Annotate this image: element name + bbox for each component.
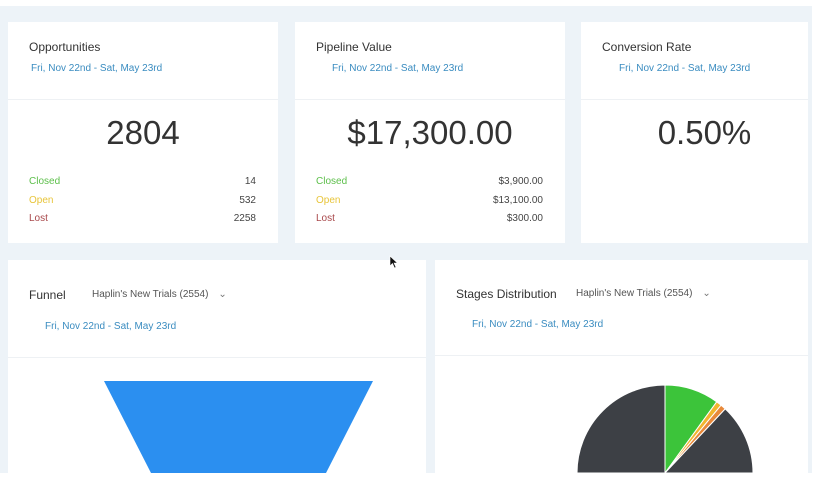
date-range[interactable]: Fri, Nov 22nd - Sat, May 23rd — [31, 63, 163, 74]
funnel-card: Funnel Haplin's New Trials (2554) ⌄ Fri, … — [8, 260, 426, 473]
open-value: $13,100.00 — [492, 195, 543, 206]
pipeline-dropdown[interactable]: Haplin's New Trials (2554) ⌄ — [576, 288, 711, 299]
closed-value: 14 — [244, 176, 256, 187]
card-title: Funnel — [29, 288, 66, 302]
date-range[interactable]: Fri, Nov 22nd - Sat, May 23rd — [332, 63, 464, 74]
card-title: Pipeline Value — [316, 40, 392, 54]
pipeline-label: Haplin's New Trials (2554) — [92, 289, 209, 300]
divider — [435, 355, 808, 356]
card-title: Stages Distribution — [456, 287, 557, 301]
closed-label: Closed — [29, 176, 61, 187]
open-value: 532 — [239, 195, 256, 206]
card-title: Opportunities — [29, 40, 101, 54]
divider — [295, 99, 565, 100]
funnel-chart — [104, 381, 373, 473]
stages-distribution-card: Stages Distribution Haplin's New Trials … — [435, 260, 808, 473]
open-label: Open — [316, 195, 341, 206]
card-title: Conversion Rate — [602, 40, 692, 54]
divider — [581, 99, 808, 100]
closed-label: Closed — [316, 176, 348, 187]
pipeline-label: Haplin's New Trials (2554) — [576, 288, 693, 299]
date-range[interactable]: Fri, Nov 22nd - Sat, May 23rd — [472, 319, 604, 330]
funnel-stage — [104, 381, 373, 473]
pipeline-value-card: Pipeline Value Fri, Nov 22nd - Sat, May … — [295, 22, 565, 243]
pipeline-dropdown[interactable]: Haplin's New Trials (2554) ⌄ — [92, 289, 227, 300]
card-value: $17,300.00 — [347, 114, 513, 151]
mouse-cursor-icon — [389, 255, 399, 269]
lost-value: 2258 — [233, 213, 256, 224]
closed-value: $3,900.00 — [498, 176, 544, 187]
open-label: Open — [29, 195, 54, 206]
stages-pie-chart — [576, 384, 754, 473]
card-value: 0.50% — [657, 114, 752, 151]
date-range[interactable]: Fri, Nov 22nd - Sat, May 23rd — [619, 63, 751, 74]
lost-value: $300.00 — [506, 213, 543, 224]
divider — [8, 99, 278, 100]
pie-slice[interactable] — [664, 408, 754, 473]
lost-label: Lost — [316, 213, 335, 224]
chevron-down-icon: ⌄ — [218, 289, 227, 300]
opportunities-card: Opportunities Fri, Nov 22nd - Sat, May 2… — [8, 22, 278, 243]
lost-label: Lost — [29, 213, 48, 224]
date-range[interactable]: Fri, Nov 22nd - Sat, May 23rd — [45, 321, 177, 332]
chevron-down-icon: ⌄ — [702, 288, 711, 299]
pie-slice[interactable] — [576, 384, 666, 473]
conversion-rate-card: Conversion Rate Fri, Nov 22nd - Sat, May… — [581, 22, 808, 243]
card-value: 2804 — [106, 114, 180, 151]
divider — [8, 357, 426, 358]
